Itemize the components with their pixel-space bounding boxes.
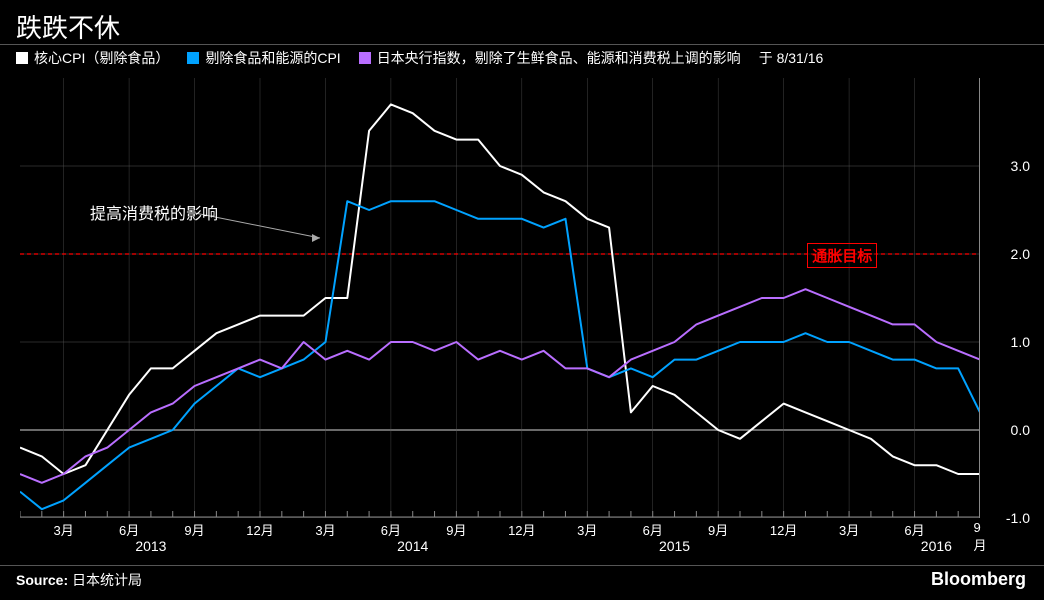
brand-logo: Bloomberg	[931, 569, 1026, 590]
source-line: Source: 日本统计局	[16, 570, 142, 590]
y-tick-label: 1.0	[1011, 334, 1030, 350]
legend: 核心CPI（剔除食品） 剔除食品和能源的CPI 日本央行指数，剔除了生鲜食品、能…	[16, 48, 823, 68]
source-label: Source:	[16, 572, 68, 588]
x-tick-label: 9月	[446, 520, 466, 539]
legend-item-3: 日本央行指数，剔除了生鲜食品、能源和消费税上调的影响	[359, 48, 741, 68]
x-tick-label: 6月	[381, 520, 401, 539]
y-tick-label: 0.0	[1011, 422, 1030, 438]
x-tick-label: 6月	[643, 520, 663, 539]
source-value: 日本统计局	[72, 572, 142, 588]
x-tick-label: 9月	[974, 520, 987, 554]
chart-title: 跌跌不休	[16, 8, 120, 45]
x-year-label: 2014	[397, 538, 428, 554]
legend-date: 于 8/31/16	[759, 48, 824, 68]
x-tick-label: 6月	[904, 520, 924, 539]
x-tick-label: 9月	[708, 520, 728, 539]
legend-item-2: 剔除食品和能源的CPI	[187, 48, 340, 68]
legend-label-3: 日本央行指数，剔除了生鲜食品、能源和消费税上调的影响	[377, 48, 741, 68]
x-tick-label: 6月	[119, 520, 139, 539]
legend-swatch-3	[359, 52, 371, 64]
chart-container: 跌跌不休 核心CPI（剔除食品） 剔除食品和能源的CPI 日本央行指数，剔除了生…	[0, 0, 1044, 600]
legend-label-1: 核心CPI（剔除食品）	[34, 48, 169, 68]
legend-swatch-1	[16, 52, 28, 64]
inflation-target-label: 通胀目标	[807, 243, 877, 268]
legend-swatch-2	[187, 52, 199, 64]
legend-label-2: 剔除食品和能源的CPI	[205, 48, 340, 68]
y-tick-label: 3.0	[1011, 158, 1030, 174]
x-tick-label: 3月	[54, 520, 74, 539]
x-tick-label: 9月	[184, 520, 204, 539]
y-tick-label: -1.0	[1006, 510, 1030, 526]
x-year-label: 2013	[135, 538, 166, 554]
x-tick-label: 3月	[839, 520, 859, 539]
x-tick-label: 3月	[315, 520, 335, 539]
x-tick-label: 12月	[770, 520, 797, 539]
y-tick-label: 2.0	[1011, 246, 1030, 262]
plot-area	[20, 78, 980, 518]
divider-top	[0, 44, 1044, 45]
divider-bottom	[0, 565, 1044, 566]
x-year-label: 2016	[921, 538, 952, 554]
x-tick-label: 3月	[577, 520, 597, 539]
chart-svg	[20, 78, 980, 518]
x-tick-label: 12月	[508, 520, 535, 539]
x-tick-label: 12月	[246, 520, 273, 539]
legend-item-1: 核心CPI（剔除食品）	[16, 48, 169, 68]
annotation-label: 提高消费税的影响	[90, 200, 218, 224]
x-year-label: 2015	[659, 538, 690, 554]
